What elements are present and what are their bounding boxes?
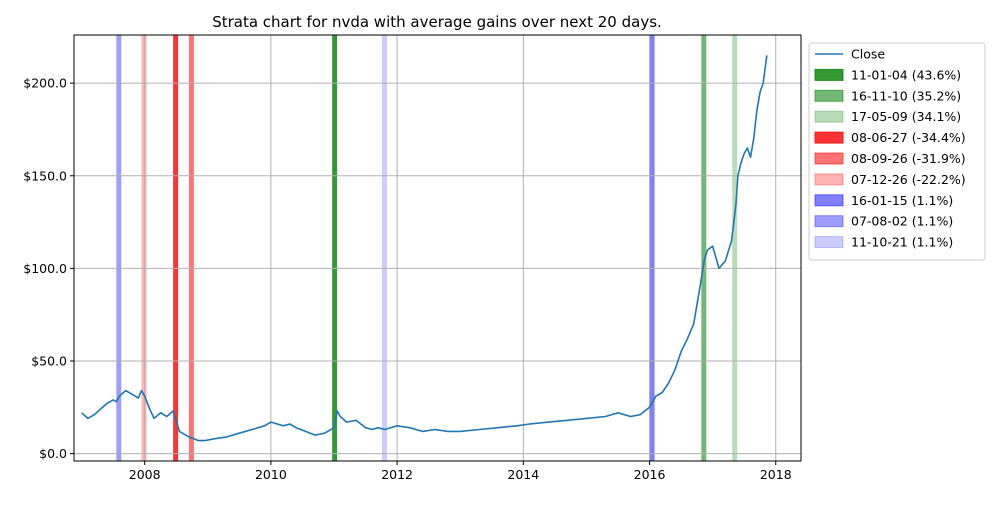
y-tick-label-4: $200.0 (23, 76, 67, 91)
legend-label-stratum-8: 11-10-21 (1.1%) (851, 235, 953, 250)
legend-swatch-2 (814, 110, 844, 123)
x-tick-label-0: 2008 (129, 467, 161, 482)
legend-label-0: Close (851, 47, 885, 62)
stratum-band-1 (701, 35, 707, 461)
x-axis-ticks: 2008 2010 2012 2014 2016 2018 (129, 461, 792, 482)
legend-label-stratum-4: 08-09-26 (-31.9%) (851, 151, 966, 166)
plot-frame (73, 34, 802, 462)
legend-label-stratum-3: 08-06-27 (-34.4%) (851, 130, 966, 145)
legend-swatch-5 (814, 173, 844, 186)
grid-lines (74, 35, 801, 461)
x-tick-label-1: 2010 (255, 467, 287, 482)
y-tick-label-0: $0.0 (39, 446, 67, 461)
stratum-band-7 (116, 35, 122, 461)
stratum-band-3 (173, 35, 179, 461)
chart-title: Strata chart for nvda with average gains… (212, 13, 662, 31)
x-tick-label-4: 2016 (634, 467, 666, 482)
y-tick-label-2: $100.0 (23, 261, 67, 276)
legend: Close 11-01-04 (43.6%) 16-11-10 (35.2%) 17-… (808, 42, 986, 261)
stratum-band-8 (381, 35, 387, 461)
legend-label-stratum-2: 17-05-09 (34.1%) (851, 109, 961, 124)
legend-label-stratum-5: 07-12-26 (-22.2%) (851, 172, 966, 187)
legend-label-stratum-6: 16-01-15 (1.1%) (851, 193, 953, 208)
stratum-band-2 (732, 35, 738, 461)
legend-swatch-0 (814, 68, 844, 81)
stratum-band-0 (332, 35, 338, 461)
strata-bands (116, 35, 738, 461)
y-tick-label-1: $50.0 (31, 353, 67, 368)
legend-swatch-7 (814, 215, 844, 228)
y-tick-label-3: $150.0 (23, 168, 67, 183)
legend-label-stratum-0: 11-01-04 (43.6%) (851, 67, 961, 82)
stratum-band-4 (188, 35, 194, 461)
legend-swatch-8 (814, 236, 844, 249)
close-series (81, 55, 768, 442)
legend-swatch-1 (814, 89, 844, 102)
legend-label-stratum-1: 16-11-10 (35.2%) (851, 88, 961, 103)
legend-frame (808, 42, 986, 261)
legend-label-stratum-7: 07-08-02 (1.1%) (851, 214, 953, 229)
x-tick-label-5: 2018 (760, 467, 792, 482)
stratum-band-6 (649, 35, 655, 461)
x-tick-label-2: 2012 (381, 467, 413, 482)
legend-swatch-6 (814, 194, 844, 207)
legend-swatch-4 (814, 152, 844, 165)
series-line-0 (81, 55, 768, 442)
x-tick-label-3: 2014 (507, 467, 539, 482)
legend-swatch-3 (814, 131, 844, 144)
stratum-band-5 (141, 35, 147, 461)
y-axis-ticks: $0.0 $50.0 $100.0 $150.0 $200.0 (23, 76, 74, 461)
